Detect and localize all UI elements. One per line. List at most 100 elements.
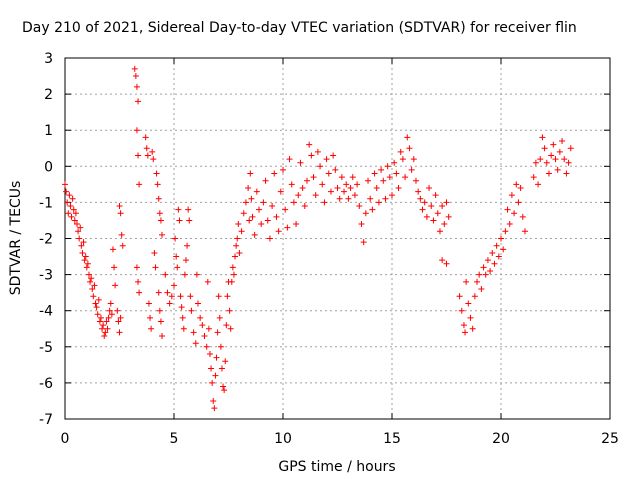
data-point: [393, 170, 400, 177]
data-point: [489, 249, 496, 256]
data-point: [154, 181, 161, 188]
data-point: [92, 300, 99, 307]
data-point: [242, 199, 249, 206]
y-tick-label: -4: [39, 304, 53, 320]
data-point: [217, 343, 224, 350]
data-point: [72, 210, 79, 217]
data-point: [319, 181, 326, 188]
data-point: [176, 217, 183, 224]
data-point: [532, 159, 539, 166]
data-point: [190, 329, 197, 336]
y-tick-label: 1: [44, 123, 53, 139]
data-point: [260, 199, 267, 206]
data-point: [541, 145, 548, 152]
data-point: [349, 174, 356, 181]
data-point: [365, 177, 372, 184]
data-point: [258, 221, 265, 228]
data-point: [460, 322, 467, 329]
data-point: [521, 228, 528, 235]
data-point: [82, 253, 89, 260]
data-point: [443, 260, 450, 267]
data-point: [432, 192, 439, 199]
data-point: [133, 264, 140, 271]
data-point: [482, 271, 489, 278]
data-point: [144, 152, 151, 159]
data-point: [334, 184, 341, 191]
data-point: [284, 224, 291, 231]
data-point: [213, 354, 220, 361]
y-tick-label: -7: [39, 412, 53, 428]
data-point: [251, 231, 258, 238]
data-point: [80, 239, 87, 246]
data-point: [153, 170, 160, 177]
data-point: [389, 192, 395, 199]
data-point: [248, 195, 255, 202]
data-point: [264, 217, 271, 224]
data-point: [351, 192, 358, 199]
data-point: [135, 278, 142, 285]
data-point: [362, 210, 369, 217]
data-point: [245, 184, 252, 191]
data-point: [266, 235, 273, 242]
data-point: [247, 170, 254, 177]
data-point: [97, 314, 104, 321]
data-point: [132, 73, 139, 80]
data-point: [434, 210, 441, 217]
data-point: [421, 199, 428, 206]
data-point: [240, 210, 247, 217]
data-point: [506, 221, 513, 228]
data-point: [159, 231, 166, 238]
data-point: [119, 242, 126, 249]
data-point: [162, 271, 169, 278]
data-point: [81, 257, 88, 264]
data-point: [64, 199, 71, 206]
data-point: [293, 221, 300, 228]
y-tick-label: 3: [44, 51, 53, 67]
data-point: [133, 127, 140, 134]
data-point: [519, 213, 526, 220]
data-point: [79, 249, 86, 256]
data-point: [347, 184, 354, 191]
data-point: [500, 246, 507, 253]
data-point: [156, 307, 163, 314]
data-point: [216, 314, 223, 321]
data-point: [115, 318, 122, 325]
data-point: [404, 134, 411, 141]
data-point: [76, 235, 83, 242]
data-point: [156, 210, 163, 217]
data-point: [67, 203, 74, 210]
data-point: [88, 275, 95, 282]
data-point: [203, 343, 210, 350]
data-point: [84, 260, 91, 267]
data-point: [89, 286, 96, 293]
data-point: [180, 325, 187, 332]
data-point: [177, 293, 184, 300]
data-point: [205, 325, 212, 332]
data-point: [513, 181, 520, 188]
data-point: [73, 221, 80, 228]
data-point: [168, 293, 175, 300]
data-point: [487, 267, 494, 274]
data-point: [220, 383, 227, 390]
data-point: [131, 65, 138, 72]
data-point: [550, 141, 557, 148]
data-point: [193, 271, 200, 278]
data-point: [71, 217, 78, 224]
data-point: [537, 156, 544, 163]
data-point: [228, 278, 235, 285]
data-point: [197, 314, 204, 321]
data-point: [504, 206, 511, 213]
data-point: [439, 257, 446, 264]
data-point: [384, 163, 391, 170]
data-point: [185, 206, 192, 213]
data-point: [480, 264, 487, 271]
data-point: [378, 166, 385, 173]
data-point: [515, 199, 522, 206]
data-point: [321, 199, 328, 206]
data-point: [563, 170, 570, 177]
data-point: [188, 307, 195, 314]
x-tick-label: 10: [274, 431, 292, 447]
data-point: [280, 166, 286, 173]
data-point: [108, 311, 115, 318]
data-point: [441, 221, 448, 228]
